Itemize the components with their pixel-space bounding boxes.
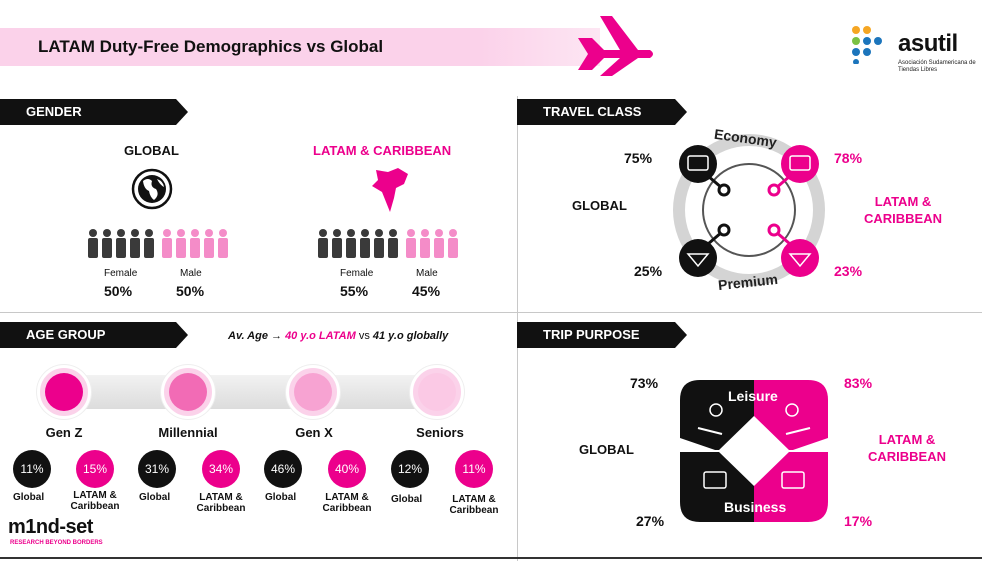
gen-x-global-label: Global <box>265 492 297 503</box>
gen-z-global-pct: 11% <box>13 450 51 488</box>
asutil-logo-subtitle: Asociación Sudamericana de Tiendas Libre… <box>898 60 976 73</box>
global-premium-pct: 25% <box>634 263 663 279</box>
bottom-rule <box>0 557 982 559</box>
gen-x-icon <box>286 365 340 419</box>
trip-latam-label-2: CARIBBEAN <box>868 449 946 464</box>
trip-latam-label-1: LATAM & <box>878 432 936 447</box>
millennial-global-label: Global <box>139 492 171 503</box>
millennial-icon <box>161 365 215 419</box>
global-gender-figures <box>88 229 228 258</box>
mindset-tagline: RESEARCH BEYOND BORDERS <box>10 540 103 546</box>
global-business-pct: 27% <box>636 513 665 529</box>
gen-x-label: Gen X <box>295 425 333 440</box>
global-female-pct: 50% <box>104 283 133 299</box>
travel-latam-label-2: CARIBBEAN <box>864 211 942 226</box>
latam-economy-pct: 78% <box>834 150 863 166</box>
asutil-logo-text: asutil <box>898 30 958 57</box>
gen-x-latam-pct: 40% <box>328 450 366 488</box>
seniors-latam-label-1: LATAM & <box>452 494 496 505</box>
business-label: Business <box>724 499 787 515</box>
latam-leisure-pct: 83% <box>844 375 873 391</box>
global-male-label: Male <box>180 268 202 279</box>
seniors-latam-pct: 11% <box>455 450 493 488</box>
millennial-latam-label-1: LATAM & <box>199 492 243 503</box>
seniors-global-pct: 12% <box>391 450 429 488</box>
travel-class-section-title: TRAVEL CLASS <box>517 99 687 125</box>
travel-class-diagram <box>673 134 825 286</box>
travel-latam-label-1: LATAM & <box>874 194 932 209</box>
horizontal-divider <box>0 312 982 313</box>
latam-male-pct: 45% <box>412 283 441 299</box>
seniors-icon <box>410 365 464 419</box>
latam-male-label: Male <box>416 268 438 279</box>
gender-latam-label: LATAM & CARIBBEAN <box>313 143 452 158</box>
age-group-section-title: AGE GROUP <box>0 322 188 348</box>
globe-icon <box>131 168 173 210</box>
trip-purpose-section-title: TRIP PURPOSE <box>517 322 687 348</box>
latam-female-label: Female <box>340 268 374 279</box>
millennial-latam-pct: 34% <box>202 450 240 488</box>
avg-prefix: Av. Age → <box>228 330 282 342</box>
avg-vs: vs <box>358 330 370 342</box>
latam-gender-figures <box>318 229 458 258</box>
millennial-global-pct: 31% <box>138 450 176 488</box>
travel-global-label: GLOBAL <box>572 198 627 213</box>
latam-female-pct: 55% <box>340 283 369 299</box>
gen-x-latam-label-1: LATAM & <box>325 492 369 503</box>
global-economy-pct: 75% <box>624 150 653 166</box>
airplane-icon <box>578 16 653 76</box>
gen-z-latam-label-2: Caribbean <box>70 501 120 512</box>
millennial-latam-label-2: Caribbean <box>196 503 246 514</box>
seniors-global-label: Global <box>391 494 423 505</box>
latam-business-pct: 17% <box>844 513 873 529</box>
average-age-note: Av. Age → 40 y.o LATAM vs 41 y.o globall… <box>228 330 448 342</box>
global-female-label: Female <box>104 268 138 279</box>
global-leisure-pct: 73% <box>630 375 659 391</box>
gender-global-label: GLOBAL <box>124 143 179 158</box>
latam-map-icon <box>372 168 408 212</box>
millennial-label: Millennial <box>158 425 218 440</box>
trip-purpose-diagram <box>680 380 828 522</box>
page-title: LATAM Duty-Free Demographics vs Global <box>38 37 384 56</box>
latam-premium-pct: 23% <box>834 263 863 279</box>
gen-x-global-pct: 46% <box>264 450 302 488</box>
gen-z-global-label: Global <box>13 492 45 503</box>
gen-z-label: Gen Z <box>45 425 83 440</box>
trip-global-label: GLOBAL <box>579 442 634 457</box>
mindset-logo: m1nd-set <box>8 516 93 538</box>
gen-z-latam-pct: 15% <box>76 450 114 488</box>
global-male-pct: 50% <box>176 283 205 299</box>
age-timeline-bar <box>60 375 450 409</box>
gender-section-title: GENDER <box>0 99 188 125</box>
seniors-label: Seniors <box>416 425 464 440</box>
avg-latam: 40 y.o LATAM <box>285 330 356 342</box>
header-banner <box>0 28 600 66</box>
seniors-latam-label-2: Caribbean <box>449 505 499 516</box>
gen-z-latam-label-1: LATAM & <box>73 490 117 501</box>
avg-global: 41 y.o globally <box>372 330 449 342</box>
logo-dots-icon <box>852 26 882 64</box>
leisure-label: Leisure <box>728 388 778 404</box>
gen-x-latam-label-2: Caribbean <box>322 503 372 514</box>
gen-z-icon <box>37 365 91 419</box>
